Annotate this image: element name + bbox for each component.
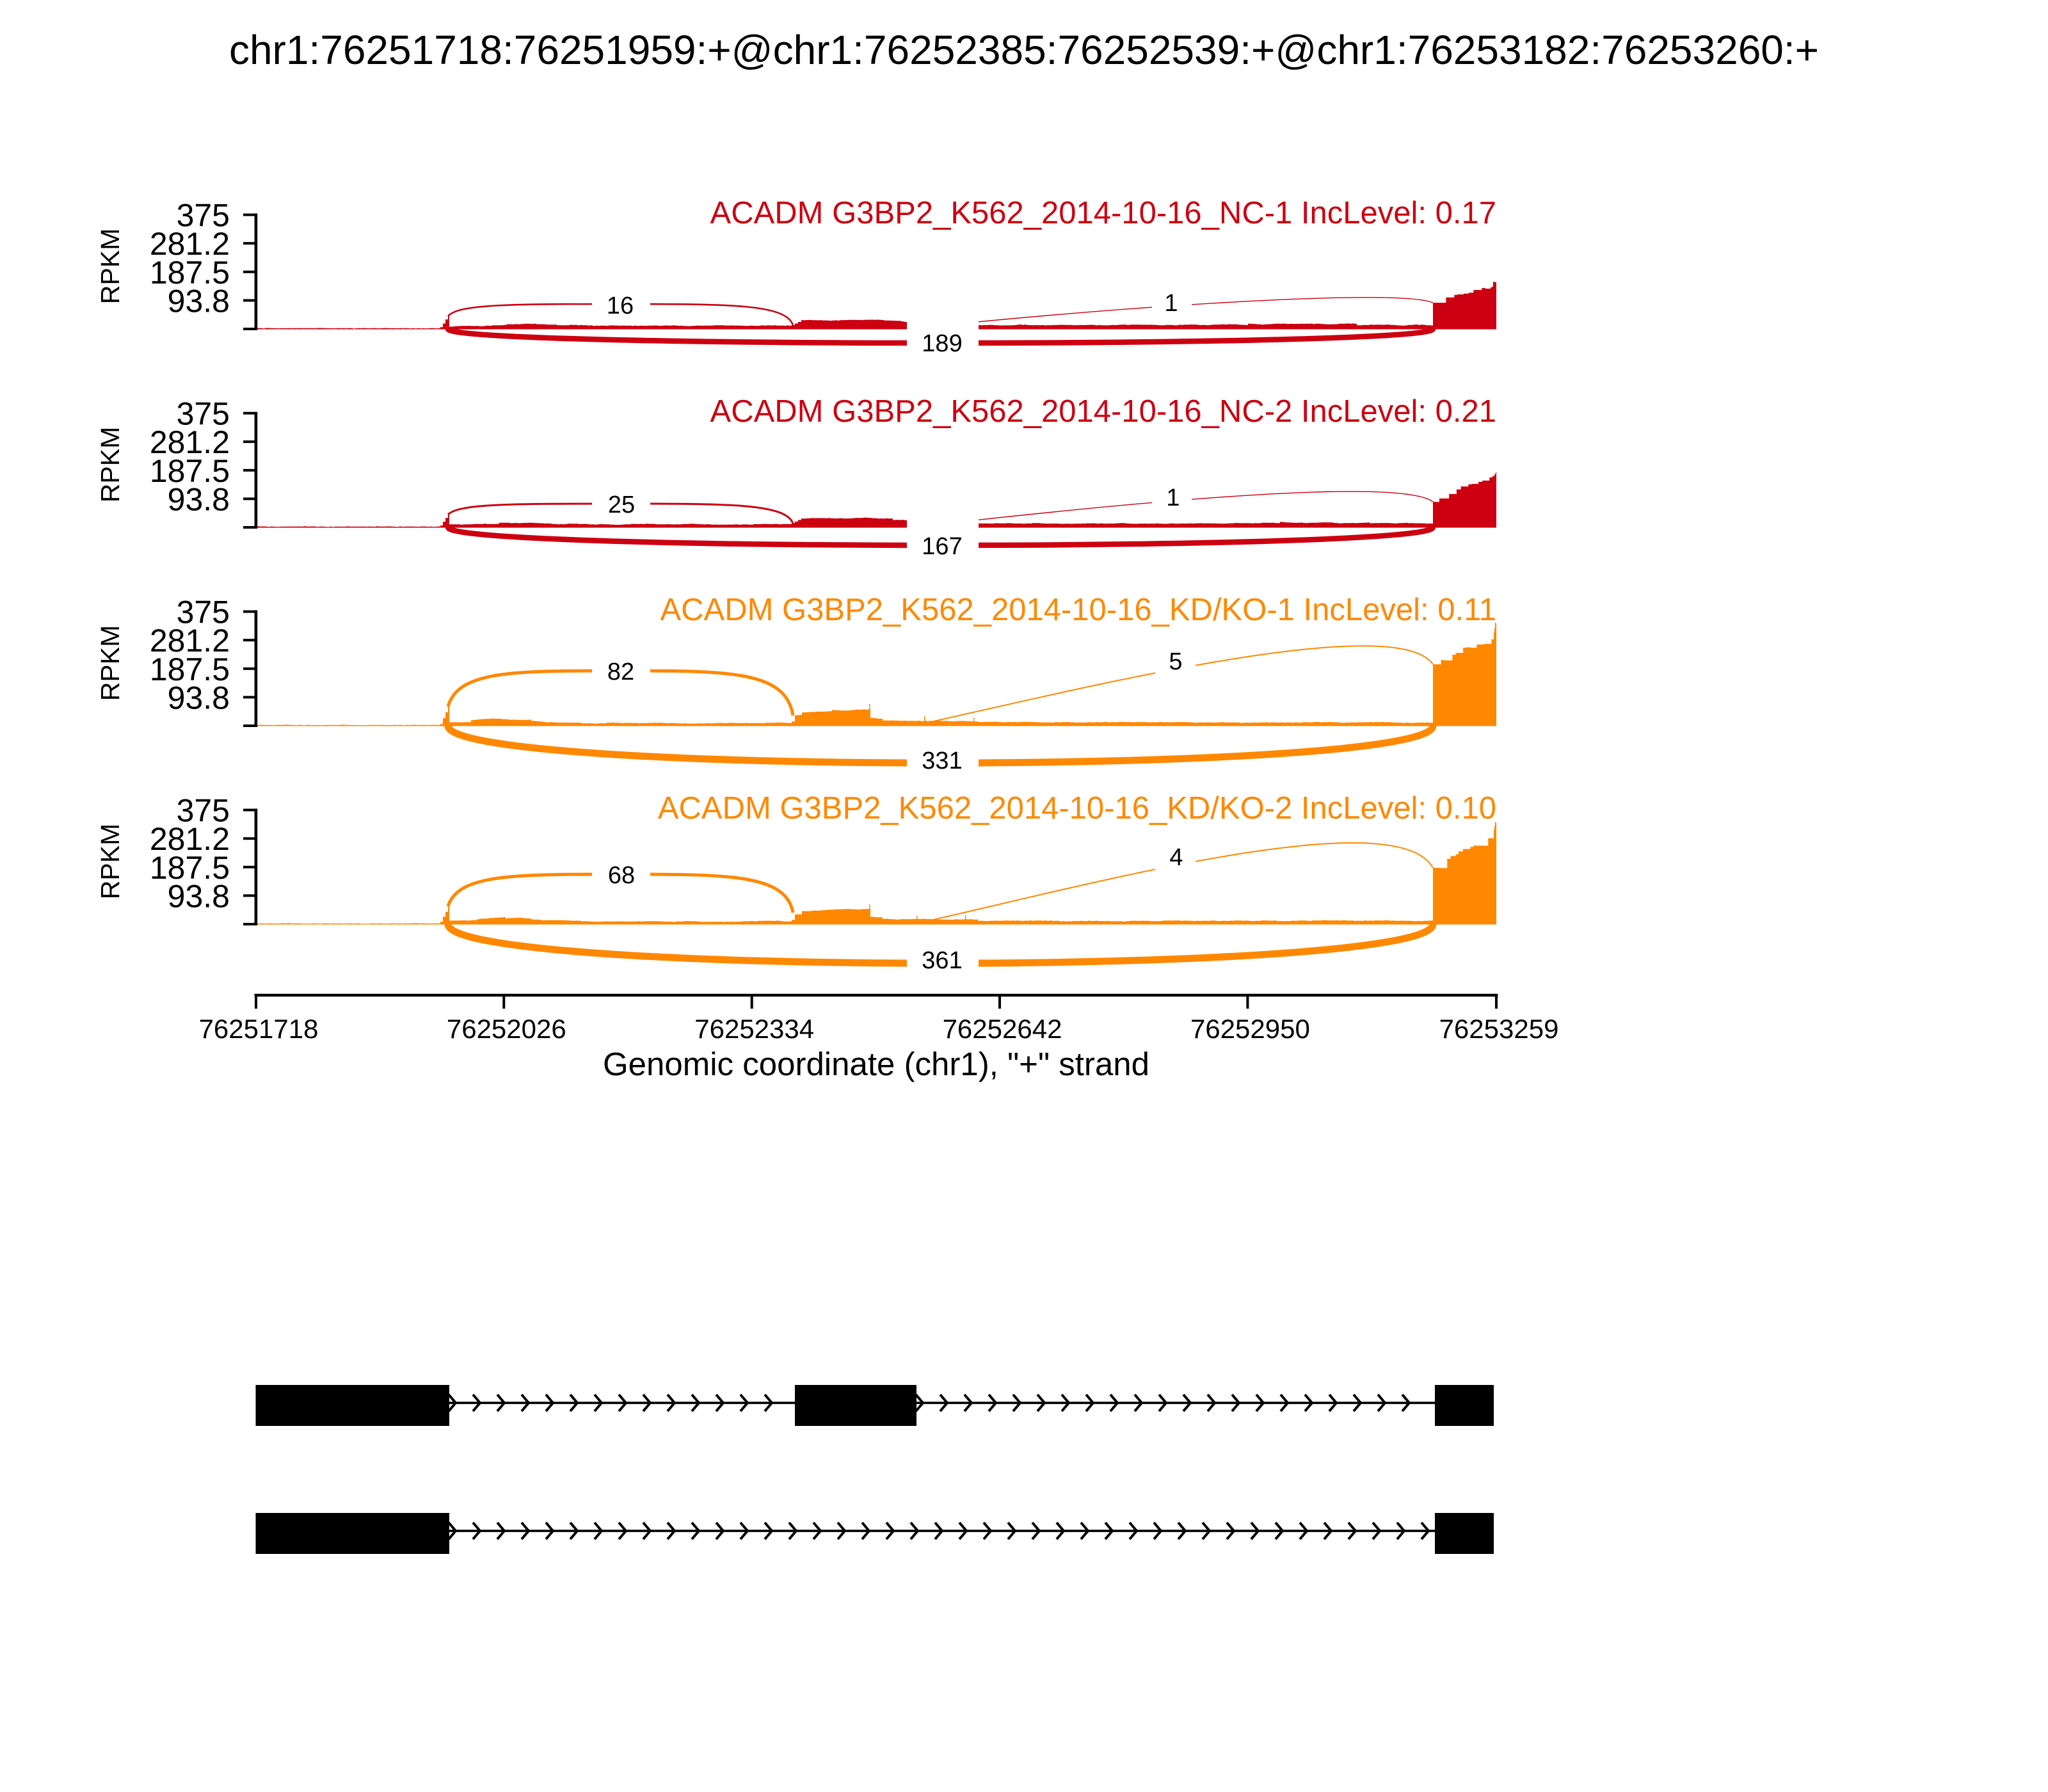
svg-text:68: 68 bbox=[608, 862, 635, 889]
svg-text:76252334: 76252334 bbox=[694, 1014, 814, 1044]
svg-text:Genomic coordinate (chr1), "+": Genomic coordinate (chr1), "+" strand bbox=[603, 1046, 1149, 1082]
svg-text:93.8: 93.8 bbox=[168, 680, 230, 716]
svg-text:RPKM: RPKM bbox=[95, 625, 125, 701]
svg-text:ACADM G3BP2_K562_2014-10-16_KD: ACADM G3BP2_K562_2014-10-16_KD/KO-1 IncL… bbox=[660, 593, 1496, 627]
svg-text:375: 375 bbox=[177, 396, 230, 432]
svg-text:ACADM G3BP2_K562_2014-10-16_KD: ACADM G3BP2_K562_2014-10-16_KD/KO-2 IncL… bbox=[658, 791, 1496, 826]
svg-text:25: 25 bbox=[608, 492, 635, 518]
svg-text:76252642: 76252642 bbox=[943, 1014, 1062, 1044]
svg-text:chr1:76251718:76251959:+@chr1:: chr1:76251718:76251959:+@chr1:76252385:7… bbox=[229, 27, 1819, 73]
svg-text:76253259: 76253259 bbox=[1439, 1014, 1559, 1044]
svg-text:281.2: 281.2 bbox=[150, 623, 230, 659]
svg-text:93.8: 93.8 bbox=[168, 283, 230, 319]
svg-text:RPKM: RPKM bbox=[95, 427, 125, 502]
svg-text:82: 82 bbox=[607, 659, 634, 685]
svg-text:187.5: 187.5 bbox=[150, 652, 230, 687]
svg-text:76252026: 76252026 bbox=[447, 1014, 566, 1044]
svg-text:187.5: 187.5 bbox=[150, 255, 230, 291]
svg-text:375: 375 bbox=[177, 198, 230, 234]
svg-text:187.5: 187.5 bbox=[150, 453, 230, 489]
svg-text:76251718: 76251718 bbox=[199, 1014, 319, 1044]
svg-text:331: 331 bbox=[922, 748, 962, 774]
svg-text:76252950: 76252950 bbox=[1190, 1014, 1310, 1044]
svg-text:93.8: 93.8 bbox=[168, 878, 230, 914]
svg-text:RPKM: RPKM bbox=[95, 228, 125, 304]
svg-text:375: 375 bbox=[177, 793, 230, 829]
svg-text:187.5: 187.5 bbox=[150, 850, 230, 886]
svg-text:375: 375 bbox=[177, 595, 230, 630]
svg-text:281.2: 281.2 bbox=[150, 424, 230, 460]
svg-text:281.2: 281.2 bbox=[150, 821, 230, 857]
svg-text:ACADM G3BP2_K562_2014-10-16_NC: ACADM G3BP2_K562_2014-10-16_NC-2 IncLeve… bbox=[710, 394, 1496, 429]
svg-text:1: 1 bbox=[1164, 290, 1178, 317]
svg-text:93.8: 93.8 bbox=[168, 481, 230, 517]
svg-text:ACADM G3BP2_K562_2014-10-16_NC: ACADM G3BP2_K562_2014-10-16_NC-1 IncLeve… bbox=[710, 196, 1496, 230]
svg-text:5: 5 bbox=[1169, 648, 1182, 675]
svg-text:RPKM: RPKM bbox=[95, 824, 125, 899]
svg-text:4: 4 bbox=[1169, 844, 1183, 871]
svg-text:189: 189 bbox=[922, 330, 962, 357]
svg-text:281.2: 281.2 bbox=[150, 226, 230, 262]
svg-text:1: 1 bbox=[1166, 484, 1180, 511]
svg-text:361: 361 bbox=[922, 947, 962, 974]
svg-text:167: 167 bbox=[922, 533, 962, 560]
svg-text:16: 16 bbox=[607, 292, 634, 319]
